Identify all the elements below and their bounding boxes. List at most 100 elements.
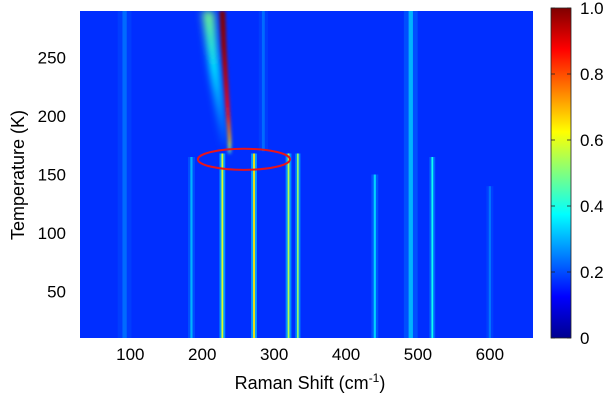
colorbar-tick-label-2: 0.4 bbox=[580, 197, 604, 216]
soft-mode-halo-segment bbox=[212, 85, 222, 90]
transition-ellipse-annotation bbox=[196, 147, 291, 171]
x-axis-ticks: 100 200 300 400 500 600 bbox=[116, 345, 504, 364]
soft-mode-segment bbox=[222, 63, 228, 68]
x-tick-label-200: 200 bbox=[188, 345, 216, 364]
soft-mode-segment bbox=[222, 67, 228, 73]
x-tick-label-600: 600 bbox=[476, 345, 504, 364]
soft-mode-halo-segment bbox=[219, 127, 226, 131]
y-axis-ticks: 50 100 150 200 250 bbox=[38, 49, 66, 302]
soft-mode-segment bbox=[220, 28, 226, 33]
soft-mode-segment bbox=[225, 98, 230, 103]
soft-mode-halo-segment bbox=[203, 24, 216, 29]
soft-mode-segment bbox=[228, 151, 231, 154]
soft-mode-segment bbox=[223, 81, 229, 86]
soft-mode-segment bbox=[226, 121, 231, 125]
soft-mode-segment bbox=[220, 32, 227, 38]
soft-mode-halo-segment bbox=[217, 116, 225, 120]
soft-mode-segment bbox=[224, 85, 229, 90]
soft-mode-halo-segment bbox=[213, 94, 223, 99]
soft-mode-segment bbox=[223, 76, 229, 82]
y-tick-label-150: 150 bbox=[38, 166, 66, 185]
soft-mode-segment bbox=[221, 54, 228, 60]
x-axis-label: Raman Shift (cm-1) bbox=[235, 371, 386, 393]
soft-mode-halo-segment bbox=[218, 119, 226, 124]
soft-mode-halo-segment bbox=[214, 98, 223, 103]
x-tick-label-500: 500 bbox=[404, 345, 432, 364]
soft-mode-halo-segment bbox=[209, 63, 219, 68]
soft-mode-halo-segment bbox=[208, 59, 219, 64]
x-axis-label-suffix: ) bbox=[379, 373, 385, 393]
soft-mode-segment bbox=[224, 94, 230, 99]
peak-line-285 bbox=[261, 11, 265, 152]
soft-mode-halo-segment bbox=[211, 81, 221, 86]
colorbar-tick-label-5: 1.0 bbox=[580, 0, 604, 18]
soft-mode-segment bbox=[219, 19, 226, 25]
soft-mode-segment bbox=[228, 146, 231, 149]
soft-mode-segment bbox=[219, 15, 226, 20]
soft-mode-segment bbox=[221, 41, 227, 47]
peak-line-92 bbox=[122, 11, 127, 338]
soft-mode-halo-segment bbox=[205, 37, 217, 42]
peak-line-320 bbox=[287, 153, 290, 338]
x-tick-label-100: 100 bbox=[116, 345, 144, 364]
peak-line-600 bbox=[488, 186, 491, 338]
colorbar: 0 0.2 0.4 0.6 0.8 1.0 bbox=[550, 0, 604, 348]
x-axis-label-superscript: -1 bbox=[369, 371, 380, 385]
soft-mode-segment bbox=[228, 141, 231, 143]
soft-mode-halo-segment bbox=[221, 138, 228, 142]
peak-line-333 bbox=[297, 153, 299, 338]
soft-mode-segment bbox=[220, 37, 227, 42]
soft-mode-segment bbox=[227, 133, 231, 137]
colorbar-tick-label-4: 0.8 bbox=[580, 65, 604, 84]
soft-mode-segment bbox=[220, 24, 226, 29]
soft-mode-halo-segment bbox=[216, 107, 224, 112]
soft-mode-halo-segment bbox=[204, 32, 216, 38]
soft-mode-halo-segment bbox=[220, 134, 227, 139]
y-axis-label: Temperature (K) bbox=[8, 110, 28, 240]
y-tick-label-100: 100 bbox=[38, 224, 66, 243]
soft-mode-segment bbox=[227, 127, 231, 131]
soft-mode-halo-segment bbox=[206, 46, 218, 51]
soft-mode-segment bbox=[221, 50, 227, 55]
soft-mode-halo-segment bbox=[216, 111, 225, 117]
soft-mode-halo-segment bbox=[209, 67, 220, 73]
soft-mode-segment bbox=[225, 107, 230, 112]
x-tick-label-300: 300 bbox=[260, 345, 288, 364]
soft-mode-halo-segment bbox=[210, 76, 221, 82]
soft-mode-segment bbox=[226, 119, 231, 122]
soft-mode-segment bbox=[228, 144, 231, 147]
soft-mode-segment bbox=[226, 116, 231, 120]
y-tick-label-200: 200 bbox=[38, 107, 66, 126]
soft-mode-segment bbox=[228, 142, 231, 145]
soft-mode-halo-segment bbox=[203, 19, 215, 25]
soft-mode-halo-segment bbox=[220, 130, 227, 135]
soft-mode-segment bbox=[226, 111, 230, 117]
colorbar-tick-label-0: 0 bbox=[580, 329, 589, 348]
peak-line-272 bbox=[253, 153, 255, 338]
soft-mode-halo-segment bbox=[215, 102, 224, 108]
soft-mode-halo-segment bbox=[218, 123, 226, 128]
peak-line-520 bbox=[431, 156, 434, 338]
soft-mode-halo-segment bbox=[206, 41, 217, 47]
colorbar-gradient bbox=[550, 7, 572, 339]
soft-mode-segment bbox=[228, 149, 231, 152]
soft-mode-segment bbox=[227, 124, 231, 128]
soft-mode-segment bbox=[221, 46, 227, 51]
soft-mode-halo-segment bbox=[222, 141, 228, 146]
soft-mode-segment bbox=[227, 136, 231, 140]
peak-line-440 bbox=[373, 174, 376, 338]
soft-mode-halo-segment bbox=[213, 89, 222, 95]
peak-line-228 bbox=[221, 153, 224, 338]
soft-mode-segment bbox=[222, 59, 228, 64]
soft-mode-halo-segment bbox=[202, 15, 215, 20]
soft-mode-segment bbox=[219, 11, 226, 16]
x-tick-label-400: 400 bbox=[332, 345, 360, 364]
soft-mode-halo-segment bbox=[210, 72, 220, 77]
heatmap-background bbox=[80, 11, 533, 338]
soft-mode-layer bbox=[219, 11, 231, 154]
soft-mode-halo-segment bbox=[202, 11, 215, 16]
soft-mode-segment bbox=[228, 139, 231, 142]
y-tick-label-250: 250 bbox=[38, 49, 66, 68]
soft-mode-segment bbox=[224, 89, 229, 95]
soft-mode-segment bbox=[227, 130, 231, 134]
